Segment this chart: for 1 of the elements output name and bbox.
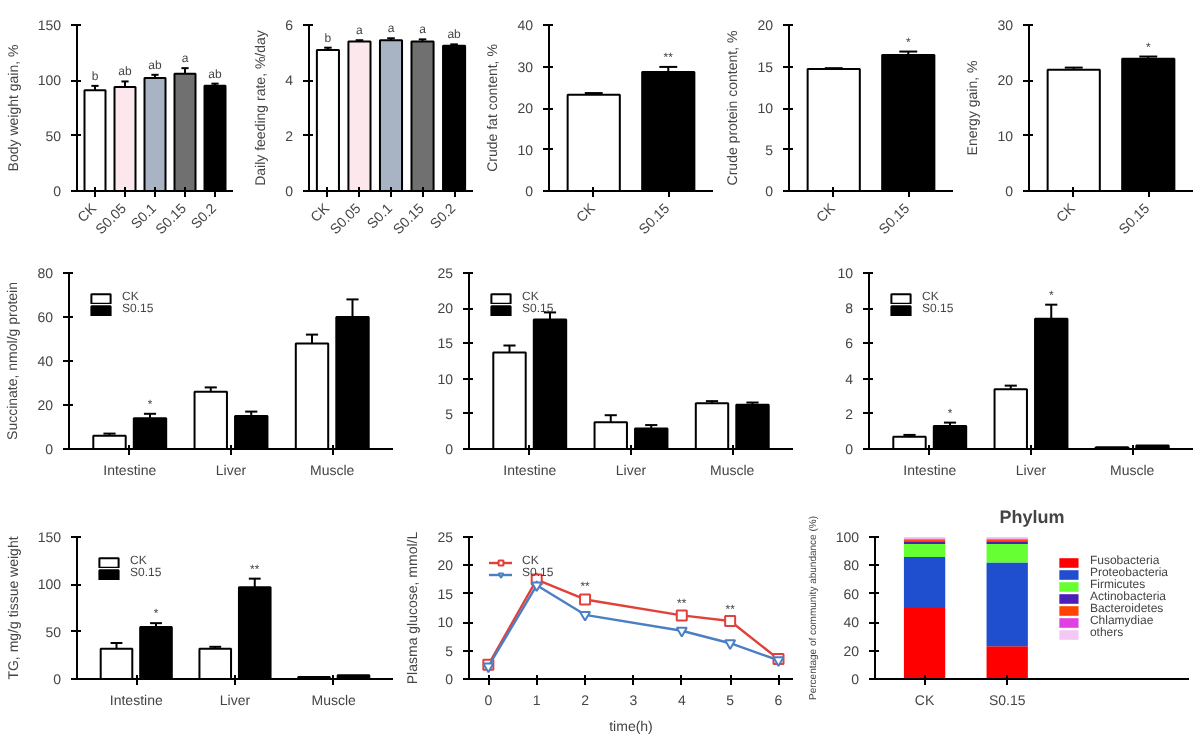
chart-title: Phylum: [999, 507, 1065, 527]
